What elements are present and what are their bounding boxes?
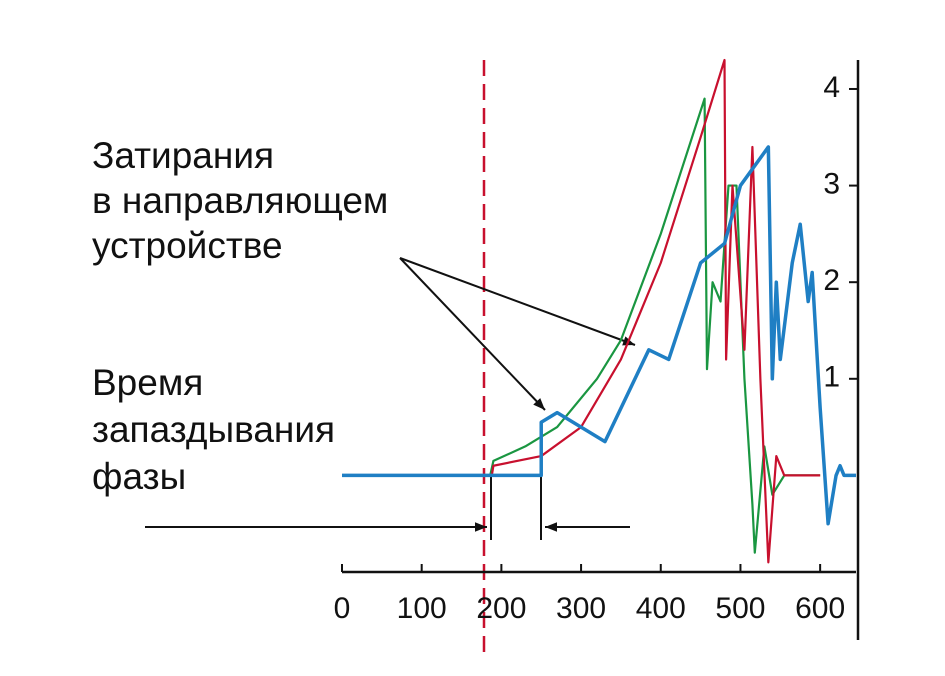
x-tick-label: 600 — [795, 592, 845, 625]
annotation: в направляющем — [92, 180, 388, 221]
series-line — [489, 97, 821, 554]
annotation: Время — [92, 362, 203, 403]
y-tick-label: 4 — [823, 71, 840, 104]
series-line — [490, 58, 821, 564]
x-tick-label: 0 — [334, 592, 351, 625]
x-tick-label: 500 — [715, 592, 765, 625]
x-tick-label: 100 — [397, 592, 447, 625]
annotation: устройстве — [92, 225, 283, 266]
x-tick-label: 400 — [636, 592, 686, 625]
x-tick-label: 200 — [476, 592, 526, 625]
annotation: Затирания — [92, 135, 274, 176]
annotation: запаздывания — [92, 409, 335, 450]
y-tick-label: 2 — [823, 264, 840, 297]
x-tick-label: 300 — [556, 592, 606, 625]
series-line — [342, 145, 856, 526]
rubbing-arrow — [399, 257, 546, 411]
y-tick-label: 3 — [823, 168, 840, 201]
annotation: фазы — [92, 456, 186, 497]
y-tick-label: 1 — [823, 361, 840, 394]
rubbing-arrow — [399, 257, 636, 346]
